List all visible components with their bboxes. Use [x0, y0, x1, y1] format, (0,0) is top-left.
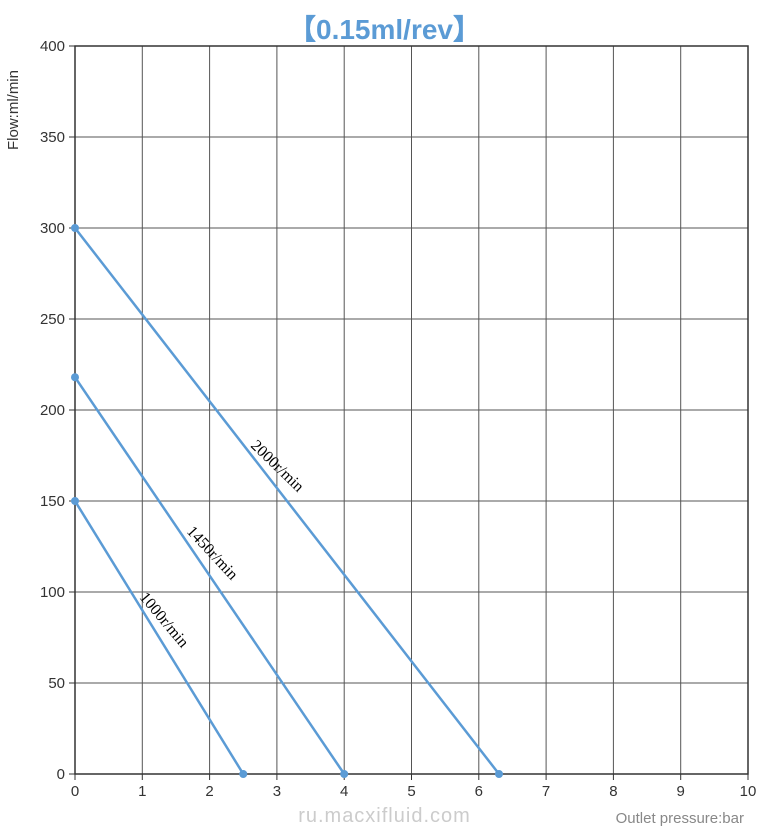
data-point	[495, 771, 502, 778]
x-tick-label: 8	[609, 783, 617, 800]
x-tick-label: 4	[340, 783, 348, 800]
data-point	[341, 771, 348, 778]
x-axis-label: Outlet pressure:bar	[616, 810, 744, 827]
chart-container: 【0.15ml/rev】 Flow:ml/min 012345678910050…	[0, 0, 769, 831]
series-label: 1450r/min	[183, 523, 241, 583]
series-label: 1000r/min	[136, 589, 192, 651]
y-tick-label: 0	[57, 766, 65, 783]
y-tick-label: 400	[40, 38, 65, 55]
y-tick-label: 350	[40, 129, 65, 146]
x-tick-label: 6	[475, 783, 483, 800]
series-line	[75, 501, 243, 774]
y-tick-label: 150	[40, 493, 65, 510]
y-tick-label: 200	[40, 402, 65, 419]
chart-svg: 0123456789100501001502002503003504002000…	[0, 0, 769, 831]
x-tick-label: 1	[138, 783, 146, 800]
y-tick-label: 300	[40, 220, 65, 237]
data-point	[72, 498, 79, 505]
y-tick-label: 250	[40, 311, 65, 328]
x-tick-label: 5	[407, 783, 415, 800]
x-tick-label: 9	[677, 783, 685, 800]
x-tick-label: 10	[740, 783, 757, 800]
x-tick-label: 2	[205, 783, 213, 800]
x-tick-label: 3	[273, 783, 281, 800]
y-tick-label: 100	[40, 584, 65, 601]
data-point	[240, 771, 247, 778]
y-tick-label: 50	[48, 675, 65, 692]
x-tick-label: 0	[71, 783, 79, 800]
x-tick-label: 7	[542, 783, 550, 800]
data-point	[72, 225, 79, 232]
data-point	[72, 374, 79, 381]
